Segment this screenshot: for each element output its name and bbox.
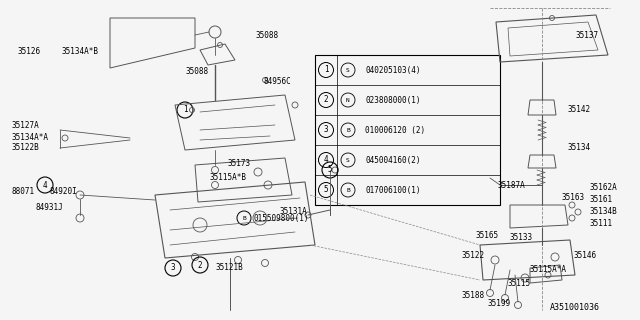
Text: 045004160(2): 045004160(2) [365,156,420,164]
Text: 84931J: 84931J [35,203,63,212]
Text: 35126: 35126 [18,47,41,57]
Text: 3: 3 [324,125,328,134]
Text: 3: 3 [171,263,175,273]
Text: 35088: 35088 [255,30,278,39]
Text: 35187A: 35187A [497,180,525,189]
Text: 017006100(1): 017006100(1) [365,186,420,195]
Text: 35111: 35111 [590,219,613,228]
Text: 023808000(1): 023808000(1) [365,95,420,105]
Text: 35146: 35146 [573,251,596,260]
Text: 35188: 35188 [462,291,485,300]
Text: N: N [346,98,350,102]
Text: 35115A*A: 35115A*A [530,266,567,275]
Text: 015509800(1): 015509800(1) [253,213,308,222]
Text: 35134A*A: 35134A*A [12,132,49,141]
Text: 35133: 35133 [510,234,533,243]
Text: 5: 5 [324,186,328,195]
Text: 35131A: 35131A [280,207,308,217]
Text: 35134A*B: 35134A*B [62,47,99,57]
Text: 35115: 35115 [508,278,531,287]
Text: 1: 1 [324,66,328,75]
Text: B: B [346,127,350,132]
Text: 35134: 35134 [567,143,590,153]
Text: B: B [346,188,350,193]
Text: 35122: 35122 [462,251,485,260]
Text: S: S [346,157,350,163]
Text: 88071: 88071 [12,188,35,196]
Text: 2: 2 [198,260,202,269]
Text: 35199: 35199 [488,299,511,308]
Text: 35134B: 35134B [590,207,618,217]
Text: 2: 2 [324,95,328,105]
Text: 4: 4 [43,180,47,189]
Text: 4: 4 [324,156,328,164]
Text: 010006120 (2): 010006120 (2) [365,125,425,134]
Text: 35115A*B: 35115A*B [210,173,247,182]
Text: 35163: 35163 [562,194,585,203]
Text: 35165: 35165 [475,230,498,239]
Text: S: S [346,68,350,73]
Text: 040205103(4): 040205103(4) [365,66,420,75]
Text: A351001036: A351001036 [550,303,600,313]
Text: 35161: 35161 [590,196,613,204]
Text: 35173: 35173 [228,158,251,167]
Text: 35088: 35088 [185,68,208,76]
Text: 35142: 35142 [567,106,590,115]
Bar [315,55,500,205]
Text: 84956C: 84956C [263,77,291,86]
Text: 35127A: 35127A [12,121,40,130]
Text: 84920I: 84920I [50,188,77,196]
Text: 35122B: 35122B [12,143,40,153]
Text: 35162A: 35162A [590,183,618,193]
Text: 35137: 35137 [575,30,598,39]
Text: 35121B: 35121B [215,263,243,273]
Text: 1: 1 [182,106,188,115]
Text: B: B [242,215,246,220]
Text: 5: 5 [328,165,332,174]
